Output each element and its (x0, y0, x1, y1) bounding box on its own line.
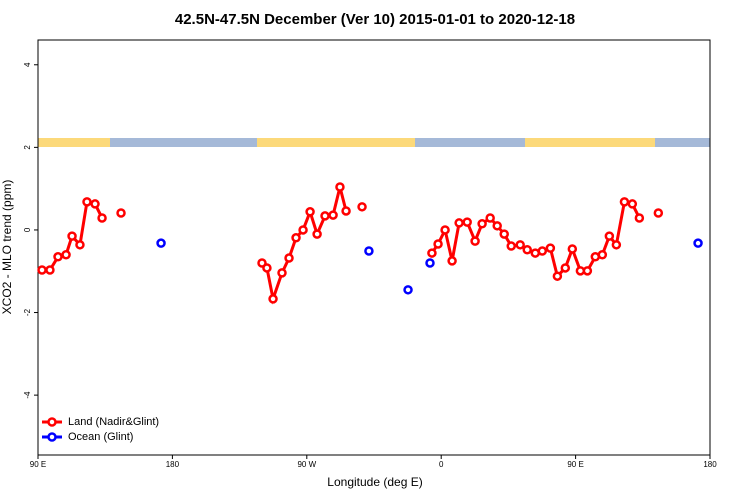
data-point (45, 265, 55, 275)
data-point (552, 271, 563, 281)
x-axis-label: Longitude (deg E) (327, 475, 422, 489)
data-point (499, 229, 509, 239)
data-point (364, 246, 374, 256)
data-point (653, 208, 664, 218)
data-point (97, 213, 107, 223)
land-ocean-strip (38, 138, 710, 147)
data-point (477, 219, 487, 229)
data-point (341, 206, 351, 216)
data-point (53, 252, 63, 262)
data-point (440, 225, 450, 235)
data-point (522, 245, 532, 255)
x-tick-label: 180 (166, 460, 180, 469)
data-point (597, 249, 608, 260)
y-tick-label: 0 (23, 227, 32, 232)
data-point (545, 243, 556, 253)
legend-label: Ocean (Glint) (68, 431, 133, 443)
y-tick-label: -2 (23, 308, 32, 316)
data-point (262, 263, 272, 273)
y-axis-label: XCO2 - MLO trend (ppm) (0, 180, 14, 315)
x-tick-label: 90 W (297, 460, 316, 469)
x-tick-label: 90 E (30, 460, 46, 469)
x-tick-label: 0 (439, 460, 444, 469)
legend-marker (47, 432, 57, 442)
data-point (61, 249, 71, 260)
data-point (268, 294, 278, 304)
data-point (328, 210, 338, 220)
data-point (403, 285, 413, 295)
data-point (291, 233, 301, 243)
data-point (75, 240, 85, 250)
chart-title: 42.5N-47.5N December (Ver 10) 2015-01-01… (175, 11, 575, 28)
data-point (67, 231, 77, 241)
legend-marker (47, 417, 57, 427)
data-point (82, 197, 92, 207)
data-point (116, 208, 126, 218)
data-point (560, 263, 571, 273)
data-point (485, 213, 495, 223)
data-point (277, 268, 287, 278)
data-point (298, 225, 308, 235)
data-point (90, 199, 100, 209)
x-tick-label: 90 E (567, 460, 583, 469)
data-point (627, 199, 638, 209)
legend-label: Land (Nadir&Glint) (68, 416, 159, 428)
data-point (357, 202, 367, 212)
data-point (462, 217, 472, 227)
data-point (447, 256, 457, 266)
data-point (619, 197, 630, 207)
x-tick-label: 180 (703, 460, 717, 469)
series-line (260, 186, 348, 305)
data-point (425, 258, 435, 268)
data-point (312, 229, 322, 239)
data-point (335, 182, 345, 192)
y-tick-label: 2 (23, 145, 32, 150)
data-point (305, 207, 315, 217)
data-point (492, 221, 502, 231)
data-point (433, 239, 443, 249)
data-point (611, 240, 622, 250)
data-point (693, 238, 703, 248)
plot-frame (37, 39, 711, 456)
data-point (427, 248, 437, 258)
data-point (37, 265, 47, 275)
y-tick-label: 4 (23, 62, 32, 67)
data-point (604, 231, 615, 241)
data-point (470, 236, 480, 246)
data-point (582, 266, 593, 276)
data-point (515, 240, 525, 250)
data-point (284, 253, 294, 263)
data-point (634, 213, 645, 223)
data-point (506, 241, 516, 251)
data-point (156, 238, 166, 248)
data-point (537, 246, 548, 256)
data-point (454, 218, 464, 228)
data-point (567, 244, 578, 254)
y-tick-label: -4 (23, 391, 32, 399)
data-point (320, 211, 330, 221)
